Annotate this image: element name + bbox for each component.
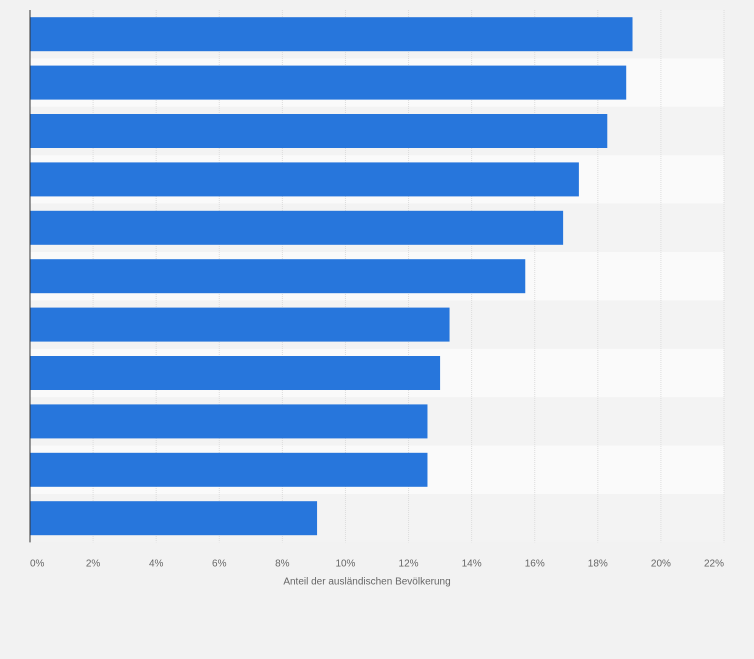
bar[interactable] [30,162,579,197]
bar[interactable] [30,114,608,148]
chart-area: 0% 2% 4% 6% 8% 10% 12% 14% 16% 18% 20% 22% Anteil d… [29,10,725,588]
x-tick-label: 22% [704,558,724,569]
x-tick-label: 2% [86,558,101,569]
x-tick-label: 4% [149,558,164,569]
x-tick-label: 0% [30,558,45,569]
bar[interactable] [30,17,633,52]
x-tick-label: 10% [335,558,355,569]
x-tick-label: 16% [525,558,545,569]
x-tick-labels: 0% 2% 4% 6% 8% 10% 12% 14% 16% 18% 20% 22% [30,558,724,569]
bar[interactable] [30,259,526,294]
bar[interactable] [30,210,564,245]
x-axis-title: Anteil der ausländischen Bevölkerung [283,576,450,587]
bar[interactable] [30,307,450,342]
bar[interactable] [30,65,627,100]
x-tick-label: 14% [462,558,482,569]
bar[interactable] [30,501,318,536]
x-tick-label: 18% [588,558,608,569]
x-tick-label: 8% [275,558,290,569]
bar-chart: 0% 2% 4% 6% 8% 10% 12% 14% 16% 18% 20% 22% Anteil d… [29,10,725,587]
x-tick-label: 12% [399,558,419,569]
x-tick-label: 20% [651,558,671,569]
bar[interactable] [30,452,428,487]
x-tick-label: 6% [212,558,227,569]
bar[interactable] [30,404,428,439]
bar[interactable] [30,356,441,390]
bars [30,17,633,536]
